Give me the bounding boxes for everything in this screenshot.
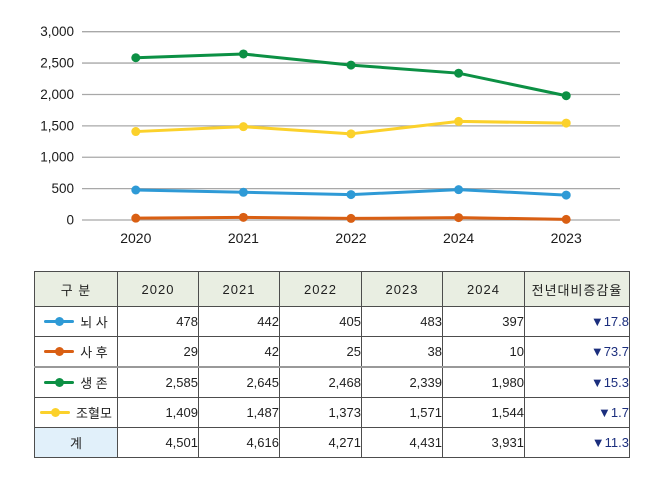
value-cell: 442 <box>198 306 280 337</box>
y-tick-label: 2,500 <box>40 56 74 71</box>
value-cell: 2,585 <box>117 366 199 398</box>
value-cell: 38 <box>361 336 443 368</box>
series-marker-icon <box>44 347 75 356</box>
table-row: 계 4,501 4,616 4,271 4,431 3,931 ▼11.3 <box>34 427 630 458</box>
series-line-생존 <box>134 52 568 98</box>
value-cell: 3,931 <box>442 427 525 458</box>
data-point-사후 <box>131 213 141 223</box>
column-header: 전년대비증감율 <box>524 271 630 307</box>
value-cell: 4,501 <box>117 427 199 458</box>
value-cell: 397 <box>442 306 525 337</box>
value-cell: 2,468 <box>279 366 362 398</box>
value-cell: 4,616 <box>198 427 280 458</box>
row-label: 뇌 사 <box>34 306 118 337</box>
row-label: 조혈모 <box>34 397 118 428</box>
x-tick-label: 2022 <box>335 230 366 246</box>
row-label-text: 계 <box>70 436 82 451</box>
y-tick-label: 2,000 <box>40 87 74 102</box>
change-cell: ▼73.7 <box>524 336 630 368</box>
column-header: 2023 <box>361 271 443 307</box>
table-row: 사 후 29 42 25 38 10 ▼73.7 <box>34 336 630 368</box>
row-label: 생 존 <box>34 366 118 398</box>
data-point-뇌사 <box>238 187 248 197</box>
column-header: 2021 <box>198 271 280 307</box>
data-point-사후 <box>454 213 464 223</box>
value-cell: 1,409 <box>117 397 199 428</box>
data-table: 구 분 2020 2021 2022 2023 2024 전년대비증감율 뇌 사 478 442… <box>34 271 630 458</box>
data-point-생존 <box>131 53 141 63</box>
row-label-text: 생 존 <box>80 376 108 391</box>
line-chart: 0 500 1,000 1,500 2,000 2,500 3,000 2020 2021 202… <box>40 24 620 246</box>
value-cell: 1,373 <box>279 397 362 428</box>
line-chart-svg: 0 500 1,000 1,500 2,000 2,500 3,000 2020 2021 202… <box>40 24 620 246</box>
data-point-뇌사 <box>454 185 464 195</box>
value-cell: 29 <box>117 336 199 368</box>
change-cell: ▼15.3 <box>524 366 630 398</box>
change-cell: ▼1.7 <box>524 397 630 428</box>
data-point-사후 <box>346 213 356 223</box>
y-tick-label: 0 <box>66 213 74 228</box>
table-row: 조혈모 1,409 1,487 1,373 1,571 1,544 ▼1.7 <box>34 397 630 428</box>
data-point-조혈모 <box>561 118 571 128</box>
data-point-조혈모 <box>131 127 141 137</box>
row-label: 계 <box>34 427 118 458</box>
table-row: 생 존 2,585 2,645 2,468 2,339 1,980 ▼15.3 <box>34 366 630 398</box>
value-cell: 25 <box>279 336 362 368</box>
data-point-생존 <box>346 60 356 70</box>
y-tick-label: 3,000 <box>40 24 74 39</box>
data-point-생존 <box>561 91 571 101</box>
column-header: 2022 <box>279 271 362 307</box>
y-tick-label: 1,500 <box>40 118 74 133</box>
value-cell: 1,980 <box>442 366 525 398</box>
y-tick-label: 1,000 <box>40 150 74 165</box>
value-cell: 405 <box>279 306 362 337</box>
data-point-생존 <box>454 68 464 78</box>
data-point-뇌사 <box>131 185 141 195</box>
change-cell: ▼17.8 <box>524 306 630 337</box>
value-cell: 1,571 <box>361 397 443 428</box>
column-header: 구 분 <box>34 271 118 307</box>
column-header: 2024 <box>442 271 525 307</box>
data-point-조혈모 <box>238 122 248 132</box>
data-point-생존 <box>238 49 248 59</box>
value-cell: 4,271 <box>279 427 362 458</box>
x-tick-label: 2023 <box>551 230 582 246</box>
x-tick-label: 2024 <box>443 230 474 246</box>
data-point-조혈모 <box>346 129 356 139</box>
series-marker-icon <box>44 378 75 387</box>
value-cell: 4,431 <box>361 427 443 458</box>
data-point-조혈모 <box>454 116 464 126</box>
table-row: 뇌 사 478 442 405 483 397 ▼17.8 <box>34 306 630 337</box>
table-header-row: 구 분 2020 2021 2022 2023 2024 전년대비증감율 <box>34 271 630 307</box>
row-label-text: 뇌 사 <box>80 315 108 330</box>
column-header: 2020 <box>117 271 199 307</box>
change-cell: ▼11.3 <box>524 427 630 458</box>
value-cell: 1,487 <box>198 397 280 428</box>
data-point-사후 <box>561 214 571 224</box>
value-cell: 42 <box>198 336 280 368</box>
row-label-text: 사 후 <box>80 345 108 360</box>
row-label-text: 조혈모 <box>76 406 112 421</box>
value-cell: 2,645 <box>198 366 280 398</box>
row-label: 사 후 <box>34 336 118 368</box>
series-marker-icon <box>44 317 75 326</box>
value-cell: 2,339 <box>361 366 443 398</box>
value-cell: 10 <box>442 336 525 368</box>
data-point-뇌사 <box>561 190 571 200</box>
x-tick-label: 2021 <box>228 230 259 246</box>
value-cell: 478 <box>117 306 199 337</box>
data-point-뇌사 <box>346 190 356 200</box>
x-tick-label: 2020 <box>120 230 151 246</box>
value-cell: 1,544 <box>442 397 525 428</box>
y-tick-label: 500 <box>51 181 74 196</box>
data-point-사후 <box>238 212 248 222</box>
value-cell: 483 <box>361 306 443 337</box>
series-marker-icon <box>40 408 71 417</box>
